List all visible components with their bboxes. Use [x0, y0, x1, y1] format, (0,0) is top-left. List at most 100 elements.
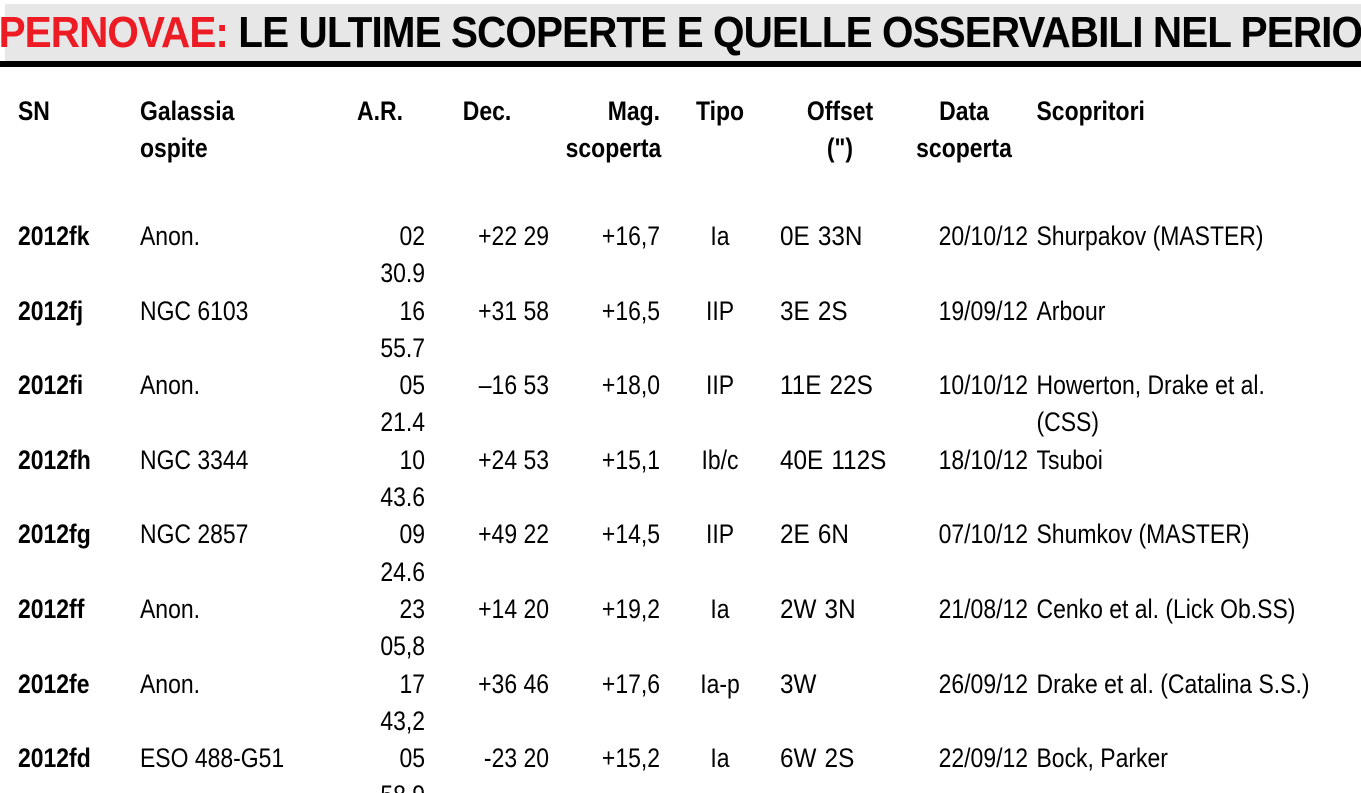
cell-discoverers: Tsuboi — [1036, 444, 1103, 475]
cell-offset-ns: 3N — [824, 593, 856, 624]
cell-sn: 2012ff — [18, 593, 85, 624]
cell-mag: +19,2 — [601, 593, 660, 624]
cell-tipo: IIP — [705, 370, 735, 401]
cell-offset-ew: 0E — [780, 221, 810, 251]
cell-offset: 2E 6N — [780, 516, 888, 591]
cell-dec: –16 53 — [478, 370, 549, 401]
cell-offset-ns: 2S — [817, 295, 848, 326]
cell-offset: 3E 2S — [780, 293, 888, 368]
cell-sn: 2012fg — [18, 519, 91, 550]
table-header-row: SN Galassia ospite A.R. Dec. Mag. scoper… — [18, 93, 1361, 167]
cell-dec: +24 53 — [478, 444, 549, 475]
cell-offset: 11E 22S — [780, 367, 888, 442]
cell-galaxy: Anon. — [140, 370, 200, 401]
table-row: 2012fh NGC 3344 10 43.6 +24 53 +15,1 Ib/… — [18, 442, 1361, 517]
page-title-rest: LE ULTIME SCOPERTE E QUELLE OSSERVABILI … — [228, 7, 1361, 57]
col-header-mag-line1: Mag. — [607, 96, 660, 126]
cell-galaxy: Anon. — [140, 221, 200, 251]
cell-date: 07/10/12 — [938, 519, 1028, 550]
cell-offset: 3W — [780, 666, 888, 741]
col-header-offset: Offset (") — [789, 93, 891, 167]
cell-galaxy: Anon. — [140, 593, 200, 624]
cell-sn: 2012fj — [18, 295, 84, 326]
cell-ra: 05 21.4 — [380, 370, 425, 438]
col-header-sn: SN — [18, 96, 50, 126]
table-row: 2012fg NGC 2857 09 24.6 +49 22 +14,5 IIP… — [18, 516, 1361, 591]
cell-galaxy: Anon. — [140, 668, 200, 699]
cell-mag: +16,7 — [601, 221, 660, 251]
cell-offset-ns: 22S — [829, 370, 873, 401]
cell-tipo: Ia — [710, 221, 730, 251]
cell-offset-ew: 2W — [780, 593, 817, 624]
cell-tipo: Ib/c — [701, 444, 739, 475]
col-header-offset-line1: Offset — [806, 96, 874, 126]
cell-sn: 2012fe — [18, 668, 90, 699]
col-header-ra: A.R. — [357, 96, 403, 126]
cell-offset-ew: 3W — [780, 668, 817, 699]
cell-tipo: Ia — [710, 593, 730, 624]
cell-mag: +17,6 — [601, 668, 660, 699]
cell-discoverers: Shumkov (MASTER) — [1036, 519, 1250, 550]
col-header-date-line1: Data — [939, 96, 989, 126]
cell-discoverers: Cenko et al. (Lick Ob.SS) — [1036, 593, 1296, 624]
table-row: 2012fi Anon. 05 21.4 –16 53 +18,0 IIP 11… — [18, 367, 1361, 442]
page-title-highlight: SUPERNOVAE: — [0, 7, 229, 57]
col-header-mag-line2: scoperta — [565, 133, 662, 163]
cell-ra: 17 43,2 — [380, 668, 425, 736]
cell-mag: +16,5 — [601, 295, 660, 326]
cell-ra: 23 05,8 — [380, 593, 425, 662]
cell-offset-ew: 40E — [780, 444, 824, 475]
cell-discoverers: Shurpakov (MASTER) — [1036, 221, 1264, 251]
cell-mag: +15,2 — [601, 743, 660, 774]
table-row: 2012fk Anon. 02 30.9 +22 29 +16,7 Ia 0E … — [18, 218, 1361, 293]
cell-dec: +22 29 — [478, 221, 549, 251]
cell-sn: 2012fk — [18, 221, 90, 251]
cell-offset: 0E 33N — [780, 218, 888, 293]
col-header-tipo: Tipo — [695, 96, 745, 126]
cell-dec: -23 20 — [483, 743, 549, 774]
cell-dec: +49 22 — [478, 519, 549, 550]
cell-mag: +15,1 — [601, 444, 660, 475]
cell-ra: 02 30.9 — [380, 221, 425, 289]
cell-date: 19/09/12 — [938, 295, 1028, 326]
table-row: 2012fe Anon. 17 43,2 +36 46 +17,6 Ia-p 3… — [18, 666, 1361, 741]
cell-sn: 2012fd — [18, 743, 91, 774]
cell-offset-ew: 6W — [780, 743, 817, 774]
cell-offset-ew: 3E — [780, 295, 810, 326]
cell-galaxy: ESO 488-G51 — [140, 743, 285, 774]
cell-galaxy: NGC 2857 — [140, 519, 249, 550]
cell-galaxy: NGC 3344 — [140, 444, 249, 475]
cell-sn: 2012fi — [18, 370, 84, 401]
cell-date: 20/10/12 — [938, 221, 1028, 251]
cell-offset-ns: 33N — [817, 221, 863, 251]
cell-offset: 2W 3N — [780, 591, 888, 666]
cell-dec: +31 58 — [478, 295, 549, 326]
cell-offset: 40E 112S — [780, 442, 888, 517]
cell-ra: 09 24.6 — [380, 519, 425, 587]
cell-tipo: Ia — [710, 743, 730, 774]
cell-ra: 05 58,9 — [380, 743, 425, 793]
cell-date: 22/09/12 — [938, 743, 1028, 774]
table-row: 2012fj NGC 6103 16 55.7 +31 58 +16,5 IIP… — [18, 293, 1361, 368]
cell-mag: +18,0 — [601, 370, 660, 401]
cell-discoverers: Bock, Parker — [1036, 743, 1168, 774]
col-header-date: Data scoperta — [910, 93, 1019, 167]
cell-date: 18/10/12 — [938, 444, 1028, 475]
col-header-galaxy: Galassia ospite — [140, 96, 235, 163]
cell-tipo: Ia-p — [700, 668, 740, 699]
cell-tipo: IIP — [705, 295, 735, 326]
cell-dec: +14 20 — [478, 593, 549, 624]
col-header-discoverers: Scopritori — [1036, 96, 1145, 126]
cell-offset-ew: 11E — [780, 370, 822, 401]
cell-ra: 10 43.6 — [380, 444, 425, 513]
supernovae-table: SN Galassia ospite A.R. Dec. Mag. scoper… — [0, 93, 1361, 793]
cell-mag: +14,5 — [601, 519, 660, 550]
cell-offset-ew: 2E — [780, 519, 810, 550]
cell-ra: 16 55.7 — [380, 295, 425, 363]
table-row: 2012ff Anon. 23 05,8 +14 20 +19,2 Ia 2W … — [18, 591, 1361, 666]
cell-galaxy: NGC 6103 — [140, 295, 249, 326]
cell-dec: +36 46 — [478, 668, 549, 699]
table-body: 2012fk Anon. 02 30.9 +22 29 +16,7 Ia 0E … — [18, 218, 1361, 793]
cell-discoverers: Arbour — [1036, 295, 1106, 326]
